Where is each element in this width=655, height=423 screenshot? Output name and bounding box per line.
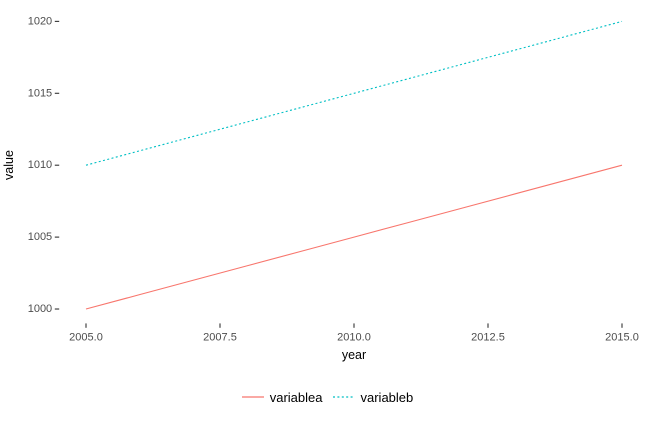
y-tick-label: 1005 xyxy=(28,231,52,243)
legend-label-variablea: variablea xyxy=(269,389,323,405)
y-tick-label: 1020 xyxy=(28,15,52,27)
legend-item-variablea: variablea xyxy=(241,389,323,405)
x-tick-label: 2010.0 xyxy=(337,331,371,343)
y-tick-label: 1000 xyxy=(28,303,52,315)
legend-key-solid-line-icon xyxy=(241,396,264,398)
y-axis-ticks: 1000 1005 1010 1015 1020 xyxy=(28,15,60,315)
legend-key-dotted-line-icon xyxy=(332,396,355,398)
x-tick-label: 2015.0 xyxy=(605,331,639,343)
legend-label-variableb: variableb xyxy=(360,389,414,405)
x-tick-label: 2012.5 xyxy=(471,331,505,343)
y-tick-label: 1015 xyxy=(28,87,52,99)
legend-item-variableb: variableb xyxy=(332,389,414,405)
x-tick-label: 2007.5 xyxy=(203,331,237,343)
series-line-variableb xyxy=(85,20,623,166)
x-axis-label: year xyxy=(342,348,366,362)
legend: variablea variableb xyxy=(0,386,655,408)
x-axis-ticks: 2005.0 2007.5 2010.0 2012.5 2015.0 xyxy=(69,323,639,343)
series-line-variablea xyxy=(85,164,623,310)
x-tick-label: 2005.0 xyxy=(69,331,103,343)
plot-lines xyxy=(85,20,623,310)
y-axis-label: value xyxy=(2,150,16,180)
y-tick-label: 1010 xyxy=(28,159,52,171)
